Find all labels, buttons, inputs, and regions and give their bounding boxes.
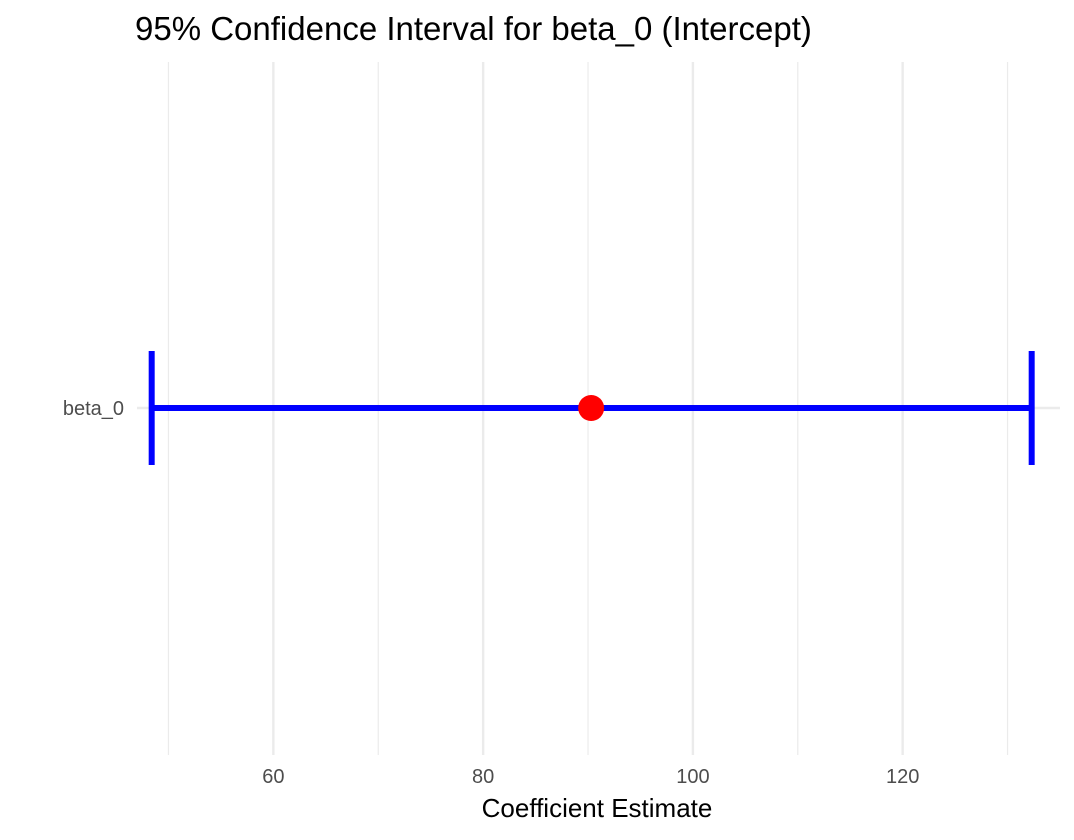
x-tick-label: 60 — [262, 766, 284, 788]
x-tick-label: 80 — [472, 766, 494, 788]
point-estimate — [578, 395, 605, 421]
x-tick-label: 120 — [886, 766, 919, 788]
x-axis-title: Coefficient Estimate — [482, 793, 713, 823]
data-marks — [148, 351, 1035, 465]
y-axis-ticks: beta_0 — [63, 398, 124, 420]
y-tick-label: beta_0 — [63, 398, 124, 420]
chart-title: 95% Confidence Interval for beta_0 (Inte… — [135, 10, 812, 47]
x-tick-label: 100 — [676, 766, 709, 788]
x-axis-ticks: 60 80 100 120 — [262, 766, 919, 788]
